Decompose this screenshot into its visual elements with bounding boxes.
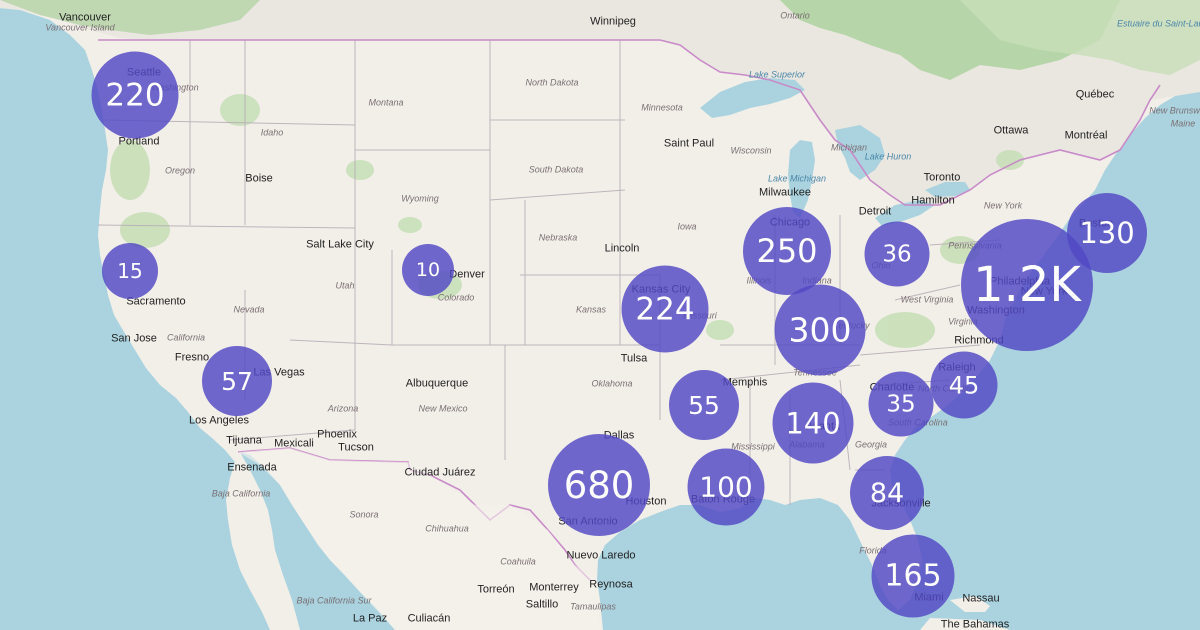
- cluster-count: 55: [688, 390, 720, 420]
- cluster-count: 84: [869, 477, 905, 509]
- cluster-count: 15: [117, 259, 143, 283]
- cluster-marker[interactable]: 130: [1067, 193, 1147, 273]
- cluster-count: 1.2K: [973, 257, 1081, 313]
- cluster-count: 140: [785, 406, 841, 440]
- cluster-marker[interactable]: 250: [743, 207, 831, 295]
- lake-erie: [875, 200, 935, 226]
- cluster-marker[interactable]: 140: [772, 382, 854, 464]
- cluster-count: 45: [948, 371, 980, 399]
- cluster-count: 250: [756, 232, 818, 270]
- cluster-count: 220: [105, 77, 165, 113]
- cluster-count: 165: [884, 558, 942, 594]
- cluster-marker[interactable]: 36: [864, 221, 930, 287]
- cluster-marker[interactable]: 55: [669, 370, 739, 440]
- cluster-marker[interactable]: 45: [930, 351, 998, 419]
- cluster-marker[interactable]: 84: [850, 456, 924, 530]
- cluster-count: 57: [221, 366, 253, 396]
- lake-michigan: [788, 140, 815, 218]
- lake-ontario: [925, 182, 970, 197]
- cluster-marker[interactable]: 15: [102, 243, 158, 299]
- cluster-count: 100: [699, 470, 753, 504]
- cluster-marker[interactable]: 300: [774, 284, 866, 376]
- cluster-marker[interactable]: 220: [91, 51, 179, 139]
- lake-superior: [700, 78, 805, 118]
- cluster-marker[interactable]: 165: [871, 534, 955, 618]
- lake-huron: [835, 125, 885, 180]
- cluster-marker[interactable]: 100: [687, 448, 765, 526]
- cluster-count: 300: [788, 310, 852, 350]
- cluster-count: 35: [886, 391, 916, 417]
- cluster-count: 680: [563, 463, 635, 507]
- cluster-marker[interactable]: 57: [202, 346, 272, 416]
- cluster-marker[interactable]: 10: [402, 244, 454, 296]
- cluster-count: 130: [1079, 216, 1135, 250]
- cluster-count: 224: [635, 291, 695, 327]
- cluster-count: 10: [415, 259, 441, 281]
- cluster-marker[interactable]: 35: [868, 371, 934, 437]
- cluster-marker[interactable]: 224: [621, 265, 709, 353]
- cluster-count: 36: [882, 241, 912, 267]
- cluster-marker[interactable]: 680: [548, 434, 650, 536]
- border-us-canada: [98, 39, 1161, 206]
